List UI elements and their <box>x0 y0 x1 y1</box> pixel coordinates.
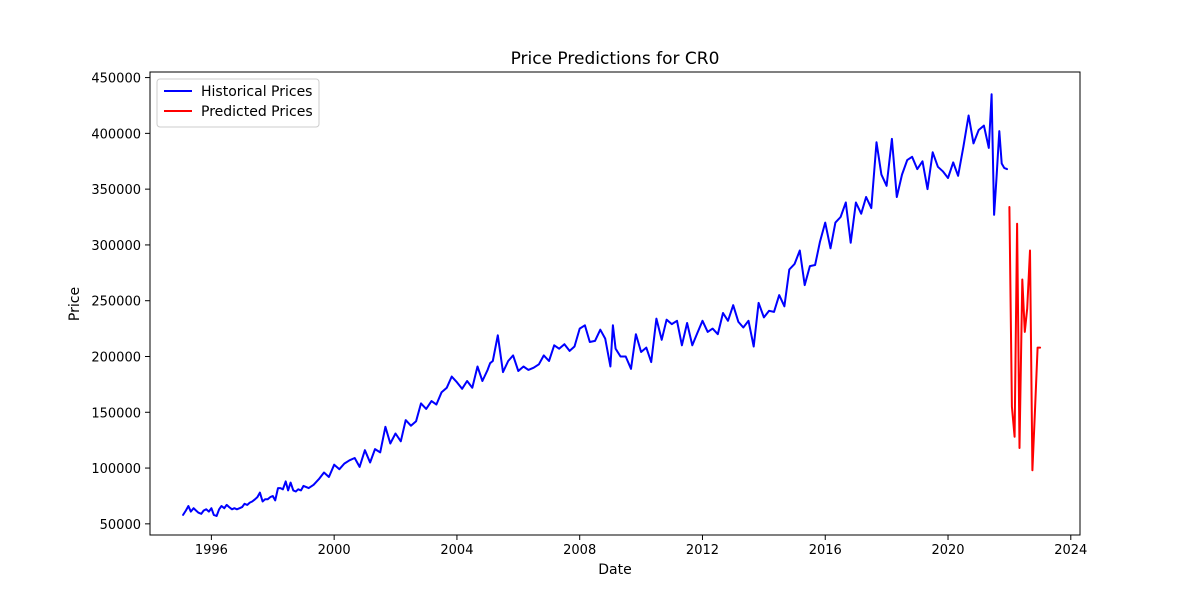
x-tick-label: 2012 <box>686 543 719 558</box>
y-tick-label: 250000 <box>91 295 141 310</box>
x-tick-label: 2020 <box>931 543 964 558</box>
x-tick-label: 1996 <box>195 543 228 558</box>
y-tick-label: 400000 <box>91 127 141 142</box>
x-tick-label: 2016 <box>809 543 842 558</box>
y-tick-label: 450000 <box>91 72 141 87</box>
y-tick-label: 50000 <box>100 518 141 533</box>
legend-label-historical: Historical Prices <box>201 84 312 100</box>
x-tick-label: 2008 <box>563 543 596 558</box>
chart-title: Price Predictions for CR0 <box>511 49 720 69</box>
y-tick-label: 150000 <box>91 406 141 421</box>
legend: Historical Prices Predicted Prices <box>157 79 319 127</box>
y-tick-label: 100000 <box>91 462 141 477</box>
y-tick-label: 300000 <box>91 239 141 254</box>
x-axis-label: Date <box>598 562 631 578</box>
y-tick-label: 200000 <box>91 350 141 365</box>
y-axis-label: Price <box>67 287 83 321</box>
x-tick-label: 2024 <box>1054 543 1087 558</box>
x-tick-label: 2004 <box>440 543 473 558</box>
y-tick-label: 350000 <box>91 183 141 198</box>
x-tick-label: 2000 <box>318 543 351 558</box>
legend-label-predicted: Predicted Prices <box>201 104 313 120</box>
